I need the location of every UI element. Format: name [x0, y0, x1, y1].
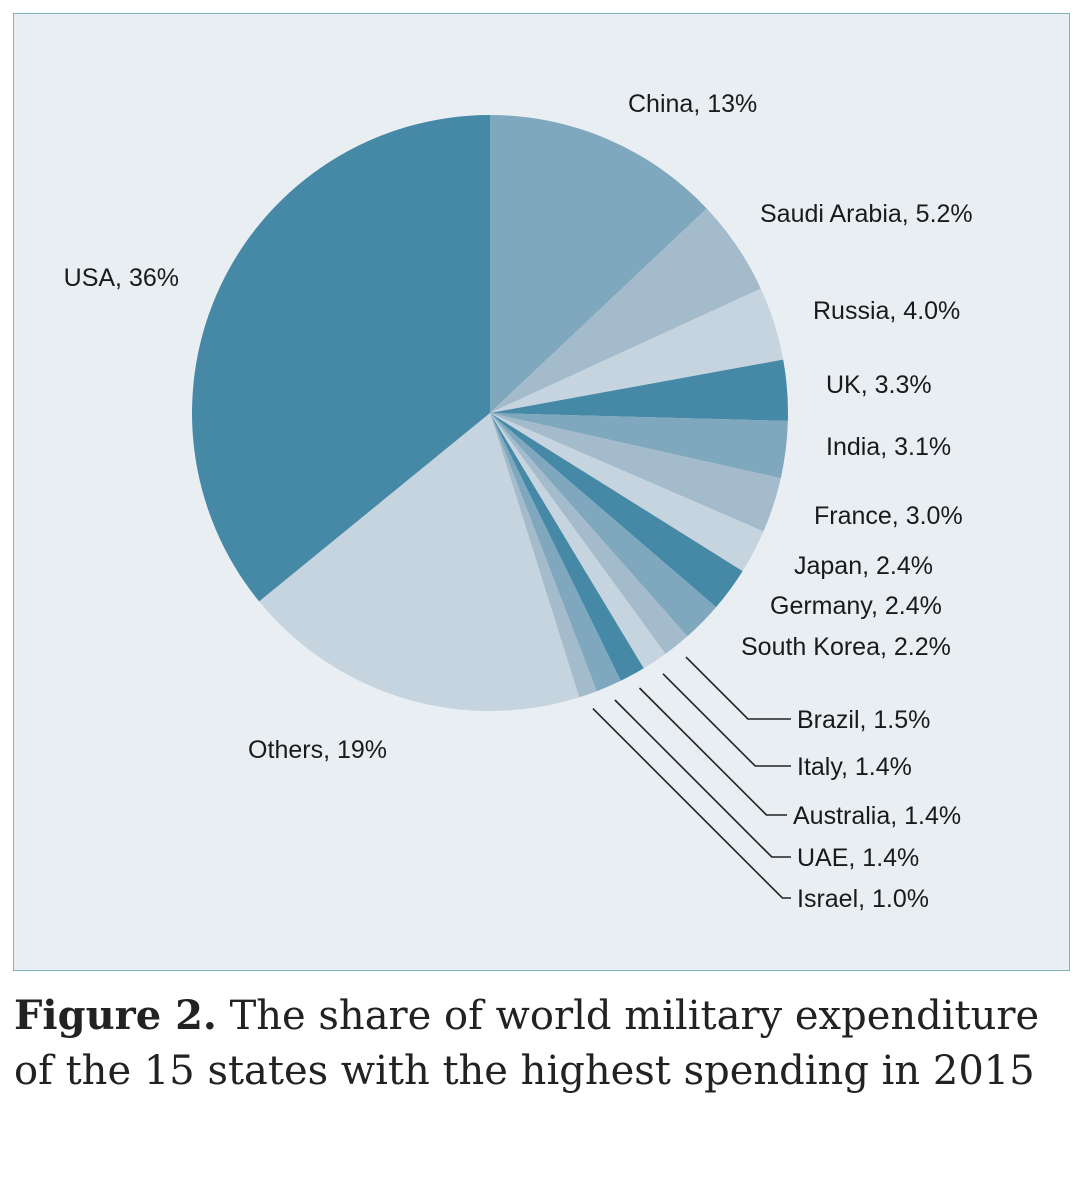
- figure-caption: Figure 2. The share of world military ex…: [14, 988, 1064, 1099]
- slice-others: [259, 413, 580, 711]
- label-india: India, 3.1%: [826, 433, 951, 461]
- label-australia: Australia, 1.4%: [793, 802, 961, 830]
- pie-chart: China, 13% Saudi Arabia, 5.2% Russia, 4.0%…: [64, 90, 973, 913]
- slice-japan: [490, 413, 764, 572]
- label-france: France, 3.0%: [814, 502, 963, 530]
- callout-line-uae: [614, 699, 791, 858]
- label-south-korea: South Korea, 2.2%: [741, 633, 951, 661]
- label-germany: Germany, 2.4%: [770, 592, 942, 620]
- label-saudi-arabia: Saudi Arabia, 5.2%: [760, 200, 973, 228]
- chart-panel: China, 13% Saudi Arabia, 5.2% Russia, 4.0%…: [13, 13, 1070, 971]
- callout-line-italy: [662, 673, 791, 767]
- slice-germany: [490, 413, 743, 608]
- label-china: China, 13%: [628, 90, 757, 118]
- slice-uk: [490, 359, 788, 421]
- slice-france: [490, 413, 781, 532]
- callout-line-brazil: [685, 656, 791, 720]
- slice-china: [490, 115, 707, 413]
- slice-italy: [490, 413, 666, 669]
- label-israel: Israel, 1.0%: [797, 885, 929, 913]
- slice-israel: [490, 413, 597, 698]
- label-uk: UK, 3.3%: [826, 371, 932, 399]
- caption-text: The share of world military expenditure …: [14, 993, 1040, 1094]
- callout-line-israel: [592, 708, 791, 899]
- slice-russia: [490, 288, 784, 413]
- slice-brazil: [490, 413, 688, 654]
- label-uae: UAE, 1.4%: [797, 844, 919, 872]
- slice-australia: [490, 413, 644, 681]
- slice-usa: [192, 115, 490, 602]
- label-italy: Italy, 1.4%: [797, 753, 912, 781]
- label-others: Others, 19%: [248, 736, 387, 764]
- caption-label: Figure 2.: [14, 992, 217, 1039]
- label-russia: Russia, 4.0%: [813, 297, 960, 325]
- label-brazil: Brazil, 1.5%: [797, 706, 930, 734]
- slice-saudi-arabia: [490, 208, 761, 413]
- slice-south-korea: [490, 413, 717, 637]
- slice-uae: [490, 413, 621, 692]
- label-usa: USA, 36%: [64, 264, 179, 292]
- slice-india: [490, 413, 788, 479]
- label-japan: Japan, 2.4%: [794, 552, 933, 580]
- callout-line-australia: [638, 687, 787, 816]
